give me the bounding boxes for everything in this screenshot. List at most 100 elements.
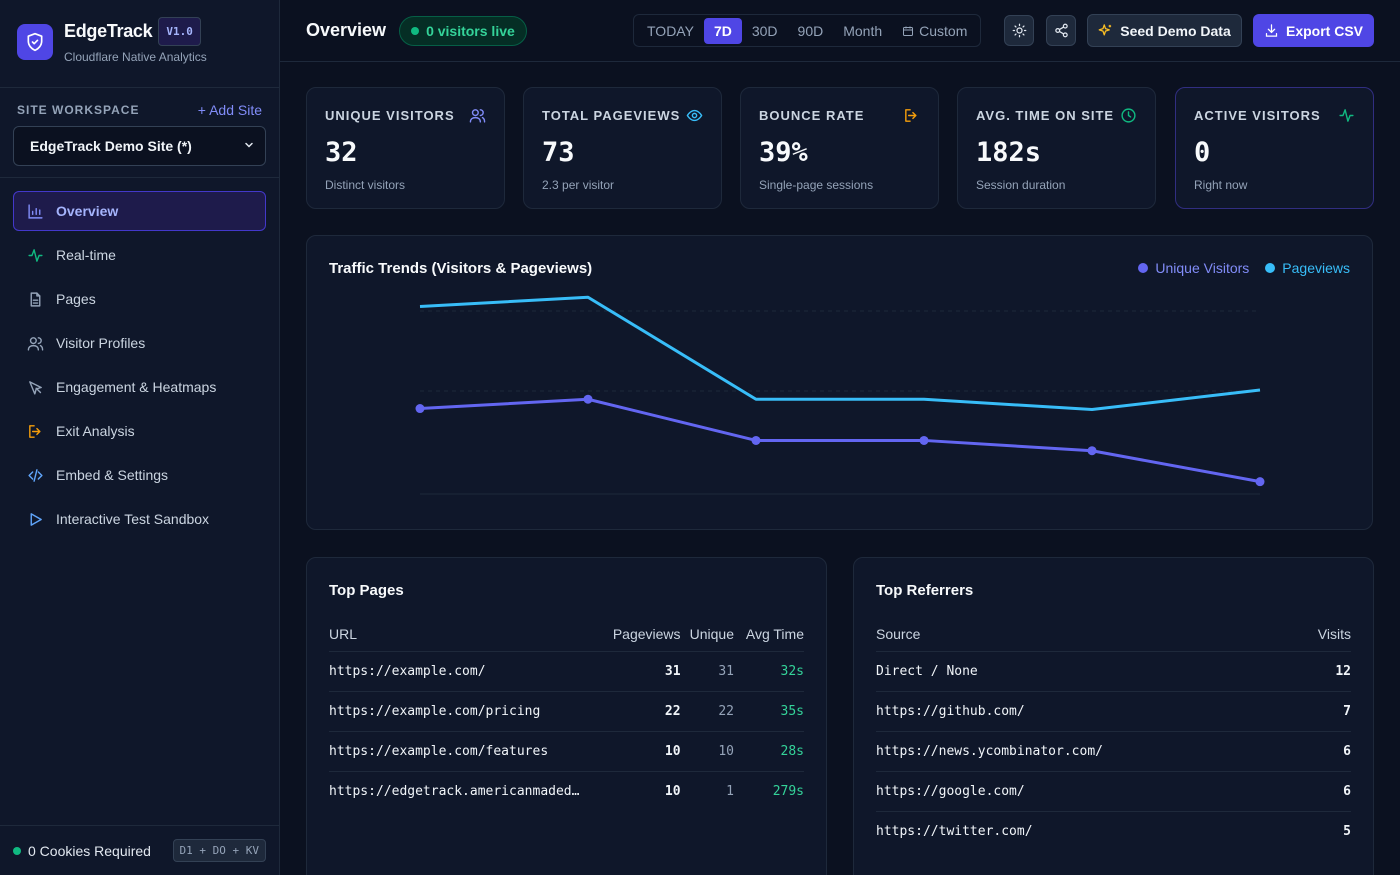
table-row[interactable]: https://example.com/pricing 22 22 35s <box>329 691 804 732</box>
referrer-visits: 6 <box>1290 771 1351 812</box>
page-avg-time: 32s <box>733 651 804 692</box>
col-visits: Visits <box>1290 618 1351 652</box>
site-workspace: SITE WORKSPACE + Add Site EdgeTrack Demo… <box>0 88 279 178</box>
kpi-label: BOUNCE RATE <box>759 108 865 123</box>
legend-unique-visitors[interactable]: Unique Visitors <box>1138 260 1249 276</box>
table-row[interactable]: https://twitter.com/ 5 <box>876 811 1351 851</box>
kpi-card-total-pageviews: TOTAL PAGEVIEWS 73 2.3 per visitor <box>523 87 722 209</box>
page-pageviews: 10 <box>664 783 681 799</box>
data-point[interactable] <box>1087 446 1097 456</box>
page-title: Overview <box>306 20 387 40</box>
page-url: https://edgetrack.americanmaded… <box>329 783 580 799</box>
seed-demo-data-button[interactable]: Seed Demo Data <box>1087 14 1242 47</box>
users-icon <box>26 334 44 352</box>
seed-label: Seed Demo Data <box>1120 22 1231 39</box>
col-avg-time: Avg Time <box>733 618 804 652</box>
series-line-unique-visitors <box>419 397 1261 484</box>
nav-label: Exit Analysis <box>56 423 135 439</box>
export-csv-button[interactable]: Export CSV <box>1253 14 1374 47</box>
nav-item-exit-analysis[interactable]: Exit Analysis <box>13 411 266 451</box>
exit-icon <box>26 422 44 440</box>
top-referrers-card: Top Referrers Source Visits Direct / Non… <box>853 557 1374 875</box>
range-month-button[interactable]: Month <box>843 22 883 39</box>
referrer-source: https://twitter.com/ <box>876 823 1033 839</box>
range-30d-button[interactable]: 30D <box>751 22 778 39</box>
chart-title: Traffic Trends (Visitors & Pageviews) <box>329 260 593 277</box>
page-avg-time: 28s <box>733 731 804 772</box>
col-pageviews: Pageviews <box>599 618 681 652</box>
page-avg-time: 279s <box>772 783 804 799</box>
kpi-subtext: Single-page sessions <box>759 178 874 192</box>
bar-chart-icon <box>26 202 44 220</box>
page-unique: 22 <box>680 691 734 732</box>
nav-label: Visitor Profiles <box>56 335 146 351</box>
table-row[interactable]: https://edgetrack.americanmaded… 10 1 27… <box>329 771 804 811</box>
referrer-visits: 5 <box>1343 823 1351 839</box>
table-row[interactable]: Direct / None 12 <box>876 651 1351 692</box>
table-row[interactable]: https://news.ycombinator.com/ 6 <box>876 731 1351 772</box>
eye-icon <box>686 107 703 124</box>
export-label: Export CSV <box>1285 22 1363 39</box>
site-select[interactable]: EdgeTrack Demo Site (*) <box>13 126 266 166</box>
range-today-button[interactable]: TODAY <box>647 22 694 39</box>
legend-label: Unique Visitors <box>1155 260 1250 276</box>
live-visitors-badge: 0 visitors live <box>399 15 527 46</box>
data-point[interactable] <box>583 394 593 404</box>
date-range-selector: TODAY 7D 30D 90D Month Custom <box>633 14 982 47</box>
nav-item-pages[interactable]: Pages <box>13 279 266 319</box>
range-7d-button[interactable]: 7D <box>703 17 742 44</box>
sidebar: EdgeTrack V1.0 Cloudflare Native Analyti… <box>0 0 280 875</box>
activity-icon <box>26 246 44 264</box>
kpi-label: ACTIVE VISITORS <box>1194 108 1321 123</box>
table-row[interactable]: https://google.com/ 6 <box>876 771 1351 812</box>
live-dot-icon <box>411 26 420 35</box>
col-source: Source <box>876 618 1291 652</box>
table-row[interactable]: https://example.com/features 10 10 28s <box>329 731 804 772</box>
workspace-label: SITE WORKSPACE <box>17 103 140 117</box>
site-select-value: EdgeTrack Demo Site (*) <box>30 138 192 154</box>
users-icon <box>469 107 486 124</box>
nav-item-visitor-profiles[interactable]: Visitor Profiles <box>13 323 266 363</box>
sun-icon <box>1012 23 1027 38</box>
top-pages-title: Top Pages <box>329 582 404 599</box>
data-point[interactable] <box>751 435 761 445</box>
traffic-trends-card: Traffic Trends (Visitors & Pageviews) Un… <box>306 235 1373 530</box>
data-point[interactable] <box>415 404 425 414</box>
chevron-down-icon <box>243 138 255 154</box>
nav-item-interactive-test-sandbox[interactable]: Interactive Test Sandbox <box>13 499 266 539</box>
table-row[interactable]: https://github.com/ 7 <box>876 691 1351 732</box>
range-90d-button[interactable]: 90D <box>797 22 824 39</box>
nav-item-overview[interactable]: Overview <box>13 191 266 231</box>
page-url: https://example.com/pricing <box>329 691 599 732</box>
legend-label: Pageviews <box>1282 260 1350 276</box>
kpi-value: 73 <box>542 137 575 168</box>
cookies-label: 0 Cookies Required <box>28 842 151 859</box>
kpi-label: UNIQUE VISITORS <box>325 108 455 123</box>
nav-item-real-time[interactable]: Real-time <box>13 235 266 275</box>
table-row[interactable]: https://example.com/ 31 31 32s <box>329 651 804 692</box>
kpi-card-unique-visitors: UNIQUE VISITORS 32 Distinct visitors <box>306 87 505 209</box>
referrer-visits: 7 <box>1290 691 1351 732</box>
nav-label: Real-time <box>56 247 116 263</box>
nav-item-embed-settings[interactable]: Embed & Settings <box>13 455 266 495</box>
legend-pageviews[interactable]: Pageviews <box>1265 260 1350 276</box>
nav-label: Engagement & Heatmaps <box>56 379 217 395</box>
top-referrers-title: Top Referrers <box>876 582 974 599</box>
top-pages-table: URL Pageviews Unique Avg Time https://ex… <box>329 618 804 811</box>
nav-item-engagement-heatmaps[interactable]: Engagement & Heatmaps <box>13 367 266 407</box>
share-button[interactable] <box>1046 15 1076 46</box>
add-site-link[interactable]: + Add Site <box>197 102 262 118</box>
nav-label: Overview <box>56 203 119 219</box>
top-pages-card: Top Pages URL Pageviews Unique Avg Time … <box>306 557 827 875</box>
page-avg-time: 35s <box>733 691 804 732</box>
referrer-visits: 6 <box>1290 731 1351 772</box>
brand-name: EdgeTrack <box>64 21 153 41</box>
download-icon <box>1264 23 1279 38</box>
data-point[interactable] <box>919 435 929 445</box>
kpi-label: TOTAL PAGEVIEWS <box>542 108 681 123</box>
theme-toggle-button[interactable] <box>1004 15 1034 46</box>
play-icon <box>26 510 44 528</box>
data-point[interactable] <box>1255 477 1265 487</box>
page-pageviews: 10 <box>599 731 681 772</box>
range-custom-button[interactable]: Custom <box>892 18 977 44</box>
